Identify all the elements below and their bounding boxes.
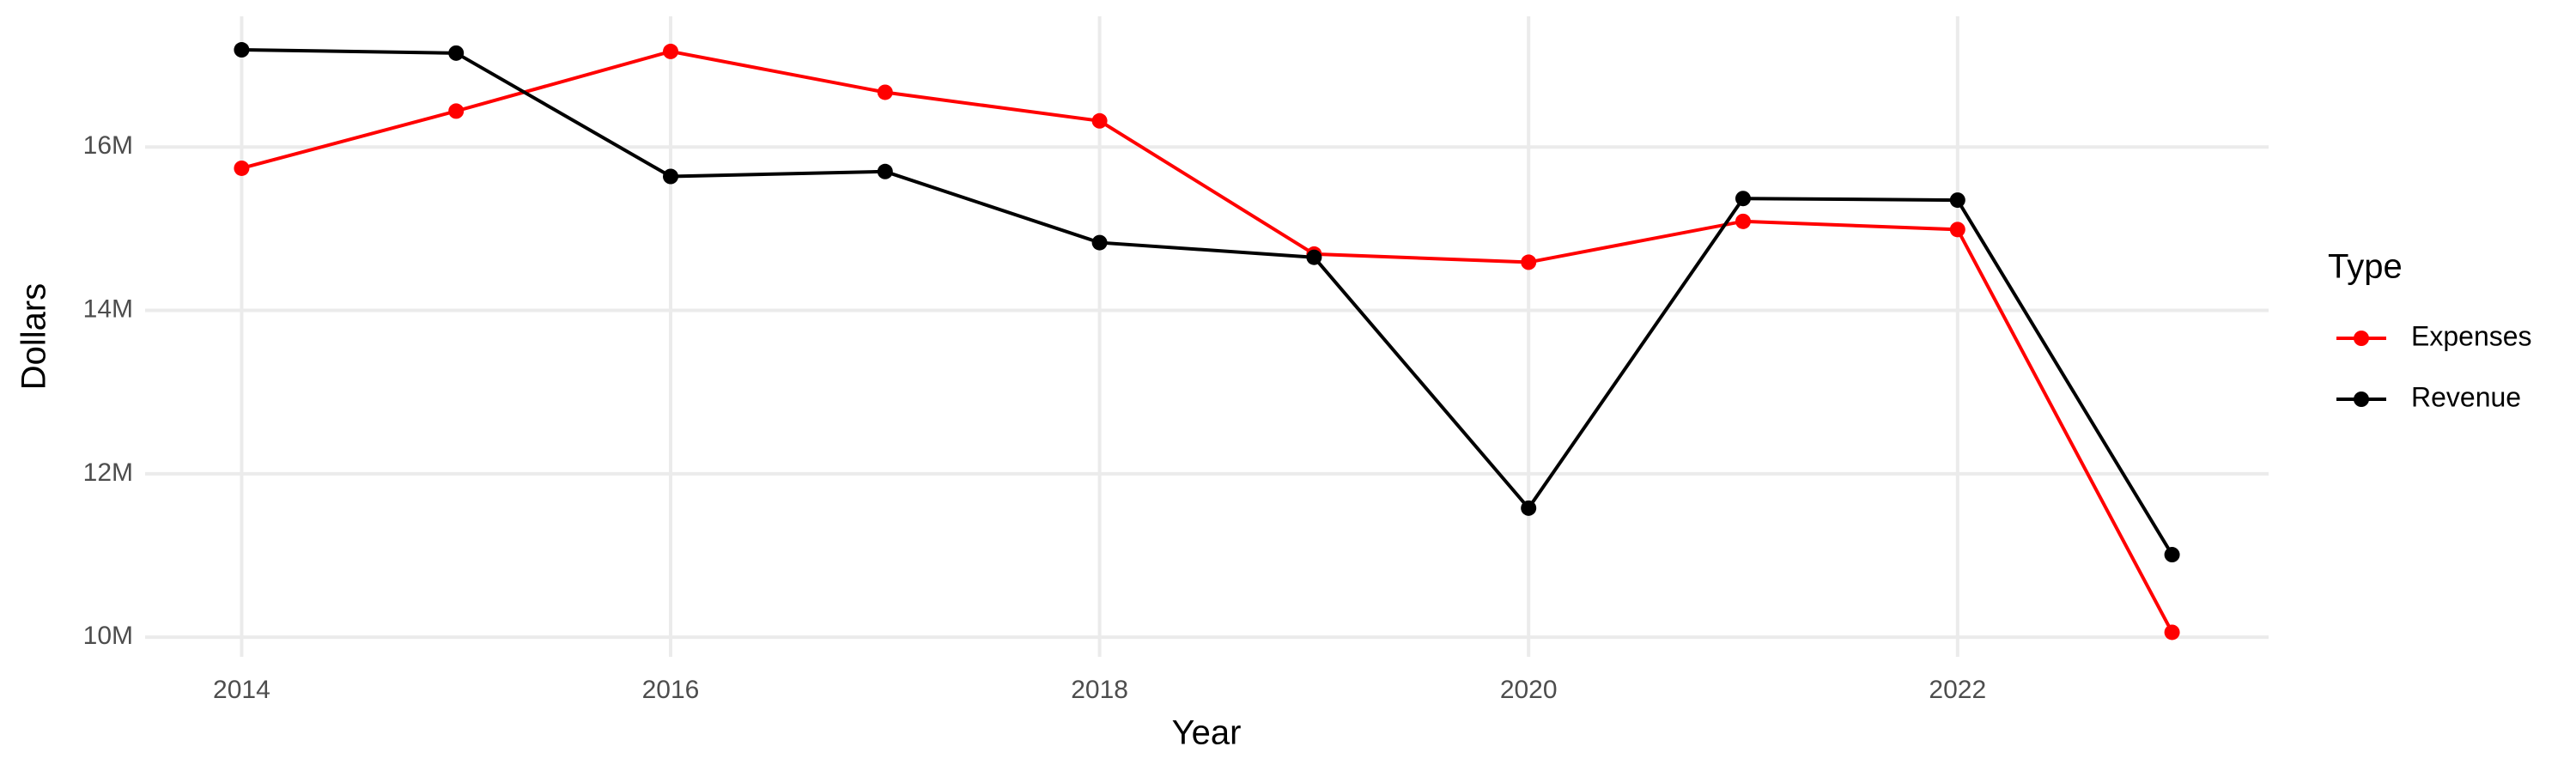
y-tick-label: 10M bbox=[83, 622, 133, 650]
x-tick-label: 2022 bbox=[1929, 676, 1986, 704]
series-line bbox=[240, 49, 2174, 634]
legend: Type Expenses Revenue bbox=[2328, 248, 2532, 413]
data-point bbox=[663, 43, 679, 59]
legend-key-point bbox=[2354, 392, 2369, 407]
data-point bbox=[2164, 547, 2180, 563]
data-point bbox=[877, 84, 893, 100]
data-point bbox=[663, 168, 679, 185]
legend-label: Expenses bbox=[2411, 320, 2532, 351]
data-point bbox=[1091, 112, 1108, 129]
x-tick-label: 2014 bbox=[213, 676, 270, 704]
y-axis-title: Dollars bbox=[15, 283, 53, 390]
data-point bbox=[448, 45, 465, 61]
data-point bbox=[234, 42, 250, 58]
x-tick-label: 2020 bbox=[1500, 676, 1558, 704]
data-point bbox=[1735, 191, 1751, 207]
data-point bbox=[1949, 222, 1965, 238]
data-point bbox=[877, 163, 893, 179]
x-tick-label: 2016 bbox=[642, 676, 700, 704]
legend-key-point bbox=[2354, 331, 2369, 346]
data-point bbox=[1521, 500, 1537, 516]
x-tick-label: 2018 bbox=[1071, 676, 1128, 704]
data-point bbox=[448, 103, 465, 119]
data-point bbox=[1735, 213, 1751, 229]
data-point bbox=[1091, 234, 1108, 251]
data-point bbox=[1949, 192, 1965, 209]
data-point bbox=[1306, 249, 1322, 265]
legend-label: Revenue bbox=[2411, 381, 2521, 412]
plot-area bbox=[234, 42, 2180, 640]
legend-title: Type bbox=[2328, 248, 2403, 286]
y-tick-label: 12M bbox=[83, 458, 133, 487]
series-line bbox=[241, 48, 2174, 556]
data-point bbox=[1521, 254, 1537, 270]
grid bbox=[145, 16, 2269, 657]
x-axis-title: Year bbox=[1172, 714, 1242, 752]
y-tick-label: 14M bbox=[83, 294, 133, 323]
data-point bbox=[234, 160, 250, 176]
y-tick-label: 16M bbox=[83, 131, 133, 160]
data-point bbox=[2164, 624, 2180, 640]
